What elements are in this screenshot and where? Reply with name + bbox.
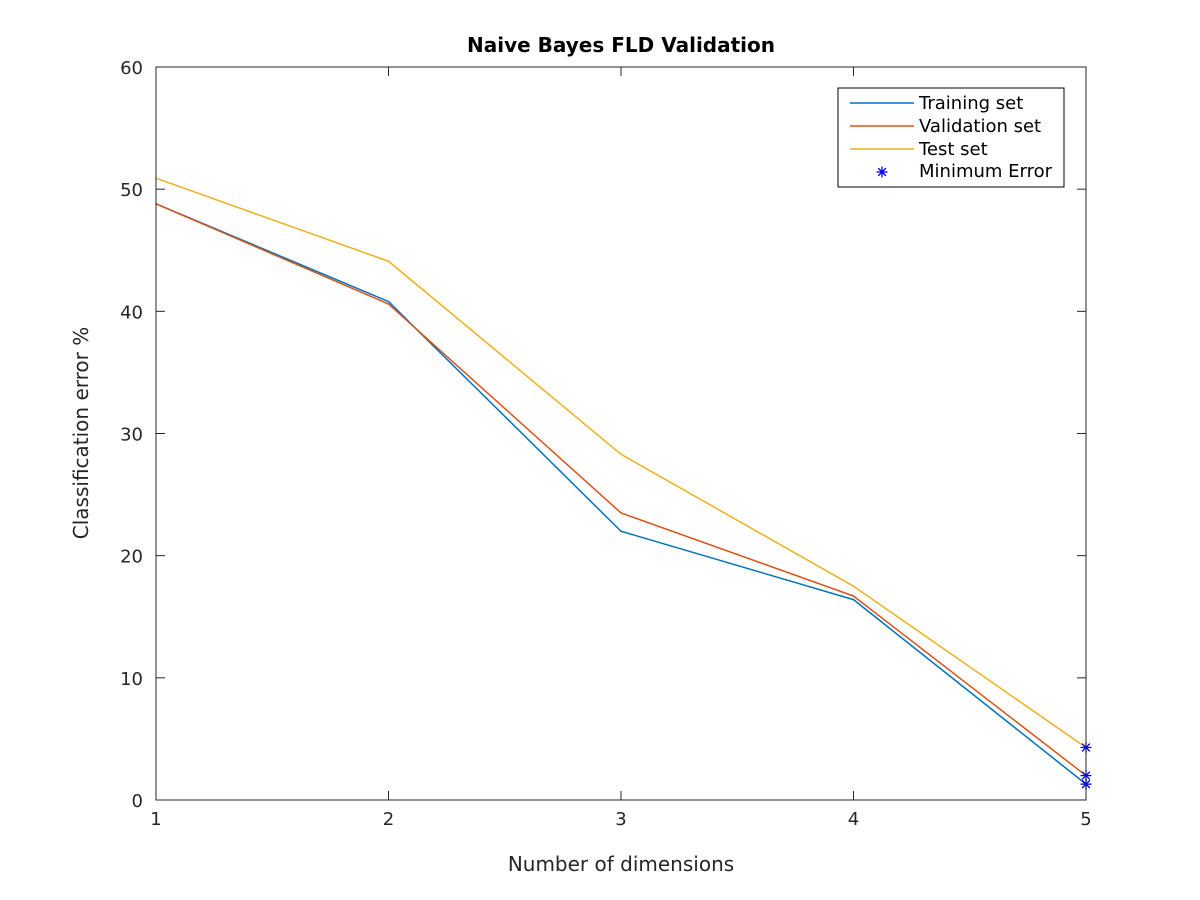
data-point-validation-set-2 [387, 303, 390, 305]
x-tick-label-5: 5 [1080, 809, 1091, 830]
y-axis-label: Classification error % [69, 327, 93, 539]
legend-label-training: Training set [918, 93, 1023, 114]
legend-box [837, 87, 1065, 188]
data-point-training-set-4 [852, 598, 855, 601]
y-tick-label-10: 10 [120, 669, 143, 690]
data-point-training-set-3 [620, 530, 622, 533]
y-tick-label-0: 0 [132, 791, 143, 812]
legend-label-minimum-error: Minimum Error [919, 161, 1053, 182]
legend-marker-minimum-error [876, 166, 888, 178]
data-point-validation-set-3 [620, 512, 622, 514]
data-point-test-set-3 [620, 453, 622, 456]
data-point-training-set-2 [387, 300, 390, 303]
data-point-validation-set-4 [852, 595, 855, 597]
x-tick-label-4: 4 [848, 809, 859, 830]
x-tick-label-1: 1 [150, 809, 161, 830]
chart-title: Naive Bayes FLD Validation [467, 33, 775, 57]
data-point-test-set-2 [387, 260, 390, 263]
legend-label-validation: Validation set [919, 116, 1041, 137]
y-tick-label-20: 20 [120, 547, 143, 568]
y-tick-label-40: 40 [120, 302, 143, 323]
legend: Training set Validation set Test set Min… [837, 87, 1065, 188]
legend-asterisk-icon [876, 166, 888, 178]
data-point-test-set-4 [852, 585, 855, 588]
legend-label-test: Test set [918, 139, 988, 160]
y-tick-label-60: 60 [120, 58, 143, 79]
y-tick-label-50: 50 [120, 180, 143, 201]
plot-area [156, 67, 1086, 800]
y-tick-label-30: 30 [120, 425, 143, 446]
series-layer [155, 177, 1087, 785]
x-tick-label-3: 3 [615, 809, 626, 830]
x-axis-label: Number of dimensions [508, 852, 734, 876]
x-tick-label-2: 2 [383, 809, 394, 830]
